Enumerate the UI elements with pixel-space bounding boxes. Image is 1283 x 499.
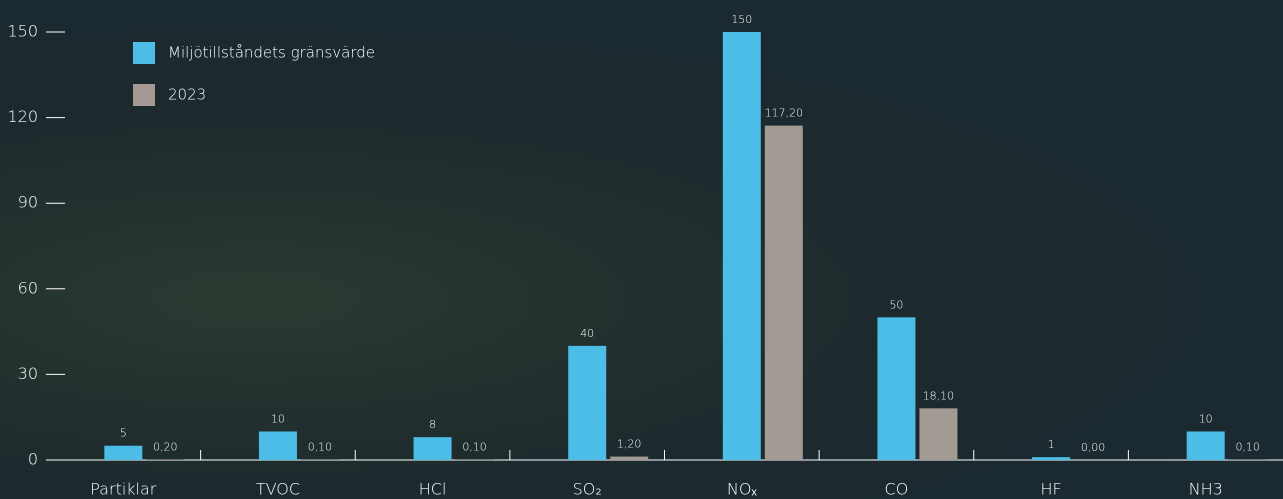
value-label: 0,20 xyxy=(153,440,178,453)
value-label: 8 xyxy=(429,418,436,431)
bar xyxy=(1032,457,1071,460)
bar xyxy=(104,445,143,460)
y-tick-label: 60 xyxy=(18,278,38,297)
x-tick-label: NH3 xyxy=(1189,480,1223,499)
y-tick-label: 0 xyxy=(28,450,38,469)
bar xyxy=(413,437,452,460)
bar xyxy=(722,32,761,460)
y-tick-label: 120 xyxy=(7,107,38,126)
value-label: 1,20 xyxy=(617,438,642,451)
value-label: 40 xyxy=(580,327,594,340)
x-tick-label: SO₂ xyxy=(573,480,602,499)
bar xyxy=(610,456,649,460)
x-tick-label: Partiklar xyxy=(90,480,157,499)
value-label: 0,10 xyxy=(462,441,487,454)
x-tick-label: NOₓ xyxy=(727,480,758,499)
value-label: 0,00 xyxy=(1081,441,1106,454)
value-label: 0,10 xyxy=(308,441,333,454)
value-label: 0,10 xyxy=(1235,441,1260,454)
legend-swatch xyxy=(133,42,155,64)
x-tick-label: HF xyxy=(1040,480,1061,499)
y-tick-label: 90 xyxy=(18,193,38,212)
value-label: 1 xyxy=(1048,438,1055,451)
x-tick-label: CO xyxy=(885,480,909,499)
y-tick-label: 150 xyxy=(7,22,38,41)
value-label: 10 xyxy=(1199,412,1213,425)
x-tick-label: HCl xyxy=(419,480,447,499)
value-label: 117,20 xyxy=(765,107,804,120)
value-label: 150 xyxy=(731,13,752,26)
legend-swatch xyxy=(133,84,155,106)
value-label: 10 xyxy=(271,412,285,425)
value-label: 5 xyxy=(120,427,127,440)
bar xyxy=(1186,431,1225,460)
bar xyxy=(146,459,185,460)
x-tick-label: TVOC xyxy=(256,480,300,499)
bar xyxy=(919,408,958,460)
bar xyxy=(877,317,916,460)
bar xyxy=(764,125,803,461)
value-label: 18,10 xyxy=(923,389,955,402)
legend-label: Miljötillståndets gränsvärde xyxy=(168,44,375,62)
bar xyxy=(568,345,607,460)
legend-label: 2023 xyxy=(168,86,206,104)
bar xyxy=(258,431,297,460)
value-label: 50 xyxy=(889,298,903,311)
y-tick-label: 30 xyxy=(18,364,38,383)
